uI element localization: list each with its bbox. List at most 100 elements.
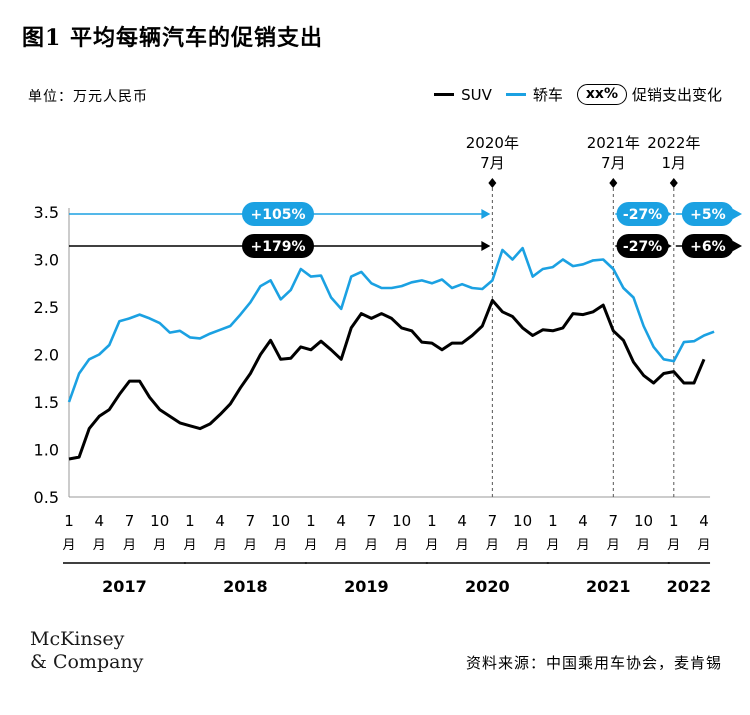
x-tick-unit: 月 [153,538,166,553]
x-tick-unit: 月 [365,538,378,553]
x-tick-unit: 月 [698,538,711,553]
x-tick-label: 10 [634,512,653,530]
x-tick-label: 7 [488,512,498,530]
legend-item-change: xx% 促销支出变化 [576,84,722,105]
x-tick-unit: 月 [214,538,227,553]
x-tick-label: 7 [125,512,135,530]
change-pill [616,202,669,226]
y-tick-label: 2.5 [34,298,59,317]
legend-swatch-suv [434,93,455,96]
marker-year-label: 2020年 [466,134,519,152]
x-tick-unit: 月 [304,538,317,553]
marker-diamond [669,178,678,188]
change-pill-label: +105% [251,207,306,223]
series-line-suv [68,298,706,461]
x-tick-unit: 月 [335,538,348,553]
x-tick-unit: 月 [456,538,469,553]
source-note: 资料来源：中国乘用车协会，麦肯锡 [465,654,722,672]
legend: SUV 轿车 xx% 促销支出变化 [420,84,722,105]
x-tick-unit: 月 [62,538,75,553]
legend-label-change: 促销支出变化 [631,86,722,104]
series-line-sedan [67,246,715,403]
change-pill [681,202,734,226]
x-tick-label: 4 [215,512,225,530]
x-tick-label: 1 [669,512,679,530]
x-tick-unit: 月 [123,538,136,553]
x-tick-label: 7 [367,512,377,530]
brand-line-1: McKinsey [30,628,125,650]
change-pill-label: -27% [623,239,662,255]
change-arrowhead [481,241,491,251]
change-arrowhead [733,209,742,219]
year-label: 2019 [344,577,389,596]
change-pill-label: -27% [623,207,662,223]
x-tick-label: 4 [94,512,104,530]
change-pill [681,234,734,258]
year-label: 2018 [223,577,268,596]
y-tick-label: 1.0 [34,441,59,460]
y-tick-label: 2.0 [34,346,59,365]
x-tick-label: 10 [392,512,411,530]
legend-item-sedan: 轿车 [505,84,563,105]
legend-change-pill: xx% [576,84,627,105]
x-tick-unit: 月 [183,538,196,553]
x-tick-unit: 月 [425,538,438,553]
change-pill-label: +179% [251,239,306,255]
change-pill-label: +6% [690,239,726,255]
marker-month-label: 7月 [601,154,626,172]
brand-logo: McKinsey & Company [30,628,143,674]
x-tick-unit: 月 [274,538,287,553]
x-tick-label: 1 [548,512,558,530]
marker-year-label: 2022年 [647,134,700,152]
x-tick-label: 4 [699,512,709,530]
change-pill [616,234,669,258]
marker-diamond [609,178,618,188]
x-tick-label: 7 [609,512,619,530]
change-pill [242,202,314,226]
x-tick-label: 10 [271,512,290,530]
x-tick-label: 4 [336,512,346,530]
x-tick-label: 4 [457,512,467,530]
year-label: 2021 [586,577,631,596]
y-tick-label: 1.5 [34,393,59,412]
marker-diamond [488,178,497,188]
x-tick-label: 4 [578,512,588,530]
change-pill-label: +5% [690,207,726,223]
x-tick-unit: 月 [395,538,408,553]
year-label: 2017 [102,577,147,596]
x-tick-unit: 月 [244,538,257,553]
x-tick-label: 1 [64,512,74,530]
brand-line-2: & Company [30,651,144,673]
legend-swatch-sedan [505,93,526,96]
x-tick-label: 10 [513,512,532,530]
marker-year-label: 2021年 [587,134,640,152]
y-tick-label: 0.5 [34,488,59,507]
x-tick-label: 1 [306,512,316,530]
x-tick-label: 10 [150,512,169,530]
year-label: 2022 [667,577,712,596]
change-arrowhead [733,241,742,251]
y-tick-label: 3.5 [34,203,59,222]
y-tick-label: 3.0 [34,251,59,270]
x-tick-unit: 月 [486,538,499,553]
marker-month-label: 7月 [480,154,505,172]
legend-item-suv: SUV [434,86,492,104]
x-tick-label: 7 [246,512,256,530]
x-tick-unit: 月 [546,538,559,553]
change-arrowhead [481,209,491,219]
chart-title: 图1 平均每辆汽车的促销支出 [22,25,323,51]
x-tick-unit: 月 [667,538,680,553]
legend-label-sedan: 轿车 [532,86,563,104]
x-tick-label: 1 [427,512,437,530]
year-label: 2020 [465,577,510,596]
unit-label: 单位：万元人民币 [28,89,148,105]
change-pill [242,234,314,258]
marker-month-label: 1月 [662,154,687,172]
x-tick-unit: 月 [577,538,590,553]
x-tick-unit: 月 [516,538,529,553]
legend-label-suv: SUV [461,85,492,104]
x-tick-unit: 月 [637,538,650,553]
x-tick-label: 1 [185,512,195,530]
x-tick-unit: 月 [93,538,106,553]
